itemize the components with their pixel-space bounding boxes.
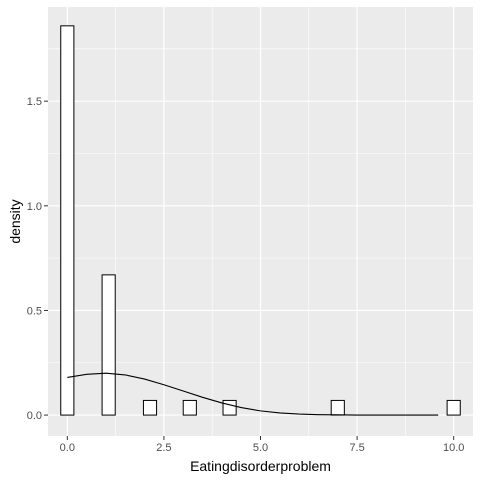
histogram-bar (330, 399, 345, 416)
x-tick-label: 7.5 (349, 442, 364, 454)
histogram-bar (222, 399, 237, 416)
histogram-bar (182, 399, 197, 416)
x-tick-label: 10.0 (443, 442, 464, 454)
histogram-bars (60, 25, 461, 416)
histogram-bar (101, 274, 116, 416)
x-axis-ticks: 0.0 2.5 5.0 7.5 10.0 (60, 436, 464, 454)
x-tick-label: 2.5 (156, 442, 171, 454)
histogram-bar (60, 25, 75, 416)
y-tick-label: 1.0 (27, 201, 42, 213)
y-axis-title: density (7, 199, 23, 243)
x-axis-title: Eatingdisorderproblem (190, 458, 331, 474)
y-tick-label: 0.5 (27, 305, 42, 317)
x-tick-label: 5.0 (253, 442, 268, 454)
y-tick-label: 1.5 (27, 96, 42, 108)
y-axis-ticks: 0.0 0.5 1.0 1.5 (27, 96, 48, 422)
histogram-bar (446, 399, 461, 416)
density-curve (67, 372, 439, 416)
y-tick-label: 0.0 (27, 410, 42, 422)
histogram-bar (142, 399, 158, 416)
x-tick-label: 0.0 (60, 442, 75, 454)
